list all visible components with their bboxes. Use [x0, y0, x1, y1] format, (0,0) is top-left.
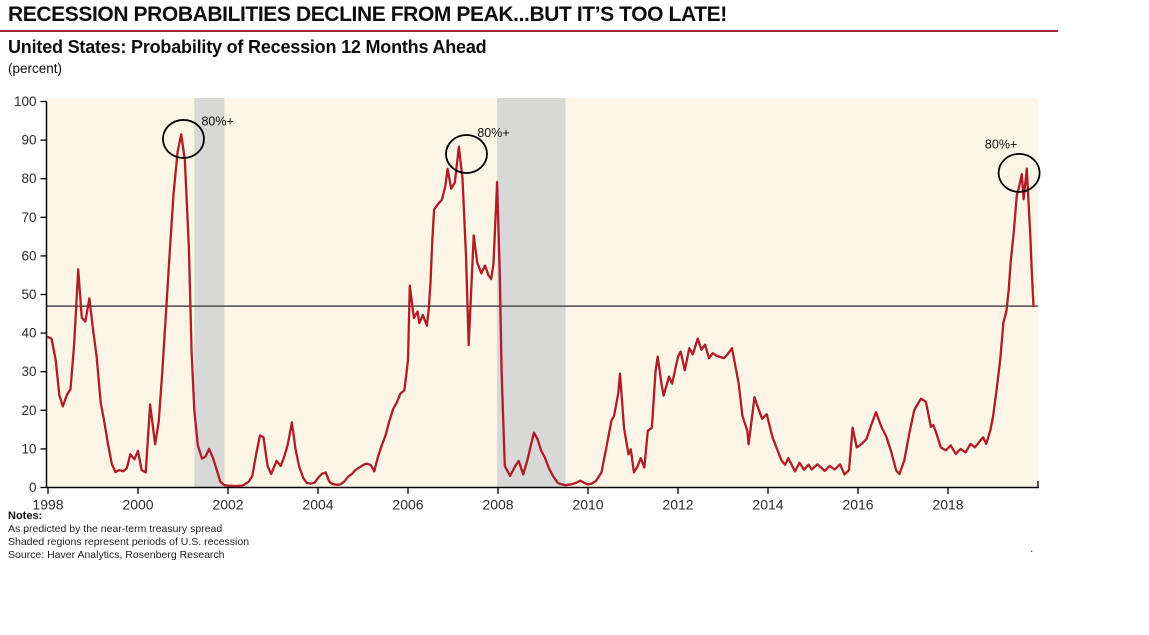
- y-tick-label: 30: [21, 364, 36, 379]
- x-tick-label: 2008: [482, 497, 513, 513]
- page-title: RECESSION PROBABILITIES DECLINE FROM PEA…: [8, 3, 727, 26]
- stray-dot: .: [1030, 541, 1034, 555]
- recession-band: [497, 98, 566, 488]
- peak-circle: [997, 153, 1041, 193]
- y-tick-label: 70: [21, 210, 36, 225]
- peak-label: 80%+: [201, 115, 233, 129]
- y-tick-label: 40: [21, 326, 36, 341]
- y-tick-label: 80: [21, 171, 36, 186]
- y-tick-label: 20: [21, 403, 36, 418]
- peak-circle: [445, 134, 488, 174]
- title-divider: [0, 30, 1058, 32]
- x-tick-label: 2004: [302, 497, 333, 513]
- x-tick-label: 2006: [392, 497, 423, 513]
- x-tick-label: 2010: [572, 497, 603, 513]
- y-tick-label: 100: [14, 94, 37, 109]
- x-tick-label: 2016: [842, 497, 873, 513]
- probability-line: [46, 133, 1035, 488]
- unit-label: (percent): [8, 61, 63, 76]
- x-tick-label: 2014: [752, 497, 783, 513]
- y-tick-label: 0: [29, 480, 37, 495]
- x-tick-label: 2002: [212, 497, 243, 513]
- x-tick-label: 2012: [662, 497, 693, 513]
- peak-circle: [162, 119, 205, 159]
- x-tick-label: 2018: [932, 497, 963, 513]
- x-tick-label: 2000: [122, 497, 153, 513]
- y-tick-label: 90: [21, 133, 36, 148]
- peak-label: 80%+: [985, 137, 1017, 151]
- notes-heading: Notes:: [8, 510, 43, 522]
- recession-probability-chart: 0 10 20 30 40 50 60 70 80 90 100 1998 2000 2002 2004 20…: [14, 94, 1041, 513]
- notes: Notes: As predicted by the near-term tre…: [8, 510, 249, 562]
- y-tick-label: 10: [21, 441, 36, 456]
- chart-title: United States: Probability of Recession …: [8, 37, 487, 57]
- note-line: Source: Haver Analytics, Rosenberg Resea…: [8, 549, 225, 561]
- y-tick-label: 50: [21, 287, 36, 302]
- peak-label: 80%+: [477, 126, 509, 140]
- chart-area: 0 10 20 30 40 50 60 70 80 90 100 1998 2000 2002 2004 20…: [0, 85, 1149, 535]
- x-tick-label: 1998: [32, 497, 63, 513]
- recession-band: [194, 98, 225, 488]
- y-tick-label: 60: [21, 248, 36, 263]
- note-line: As predicted by the near-term treasury s…: [8, 523, 223, 535]
- note-line: Shaded regions represent periods of U.S.…: [8, 536, 250, 548]
